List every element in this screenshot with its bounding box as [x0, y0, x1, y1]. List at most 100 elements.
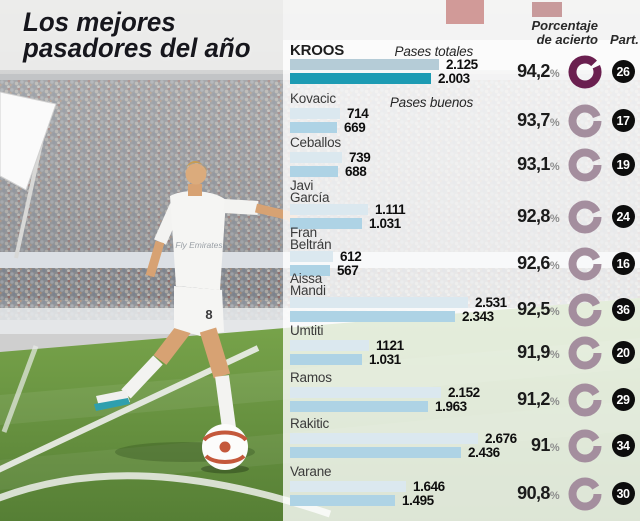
bar-pases-totales [290, 204, 368, 215]
bar-pases-totales [290, 340, 369, 351]
player-name: Aissa Mandi [290, 271, 326, 298]
player-name-line: Beltrán [290, 236, 332, 252]
percent-sign: % [549, 348, 560, 361]
bar-pases-buenos [290, 265, 330, 276]
bar-value: 669 [344, 120, 366, 135]
accuracy-donut-icon [568, 293, 602, 326]
matches-badge: 26 [611, 60, 635, 83]
accuracy-donut-icon [568, 247, 602, 280]
bar-value: 612 [340, 249, 362, 264]
percent-sign: % [549, 67, 560, 80]
accuracy-donut-icon [568, 336, 602, 369]
player-name: Javi García [290, 178, 330, 205]
shorts-number: 8 [205, 307, 212, 322]
bar-line: 612 [290, 249, 362, 264]
player-name: Ramos [290, 370, 332, 385]
bar-value: 2.343 [462, 309, 494, 324]
percent-sign: % [549, 160, 560, 173]
bar-line: 1.963 [290, 399, 467, 414]
player-name: Umtiti [290, 323, 324, 338]
accuracy-number: 91,9 [517, 341, 550, 362]
player-name-line: García [290, 189, 330, 205]
bar-value: 1.495 [402, 493, 434, 508]
bar-line: 669 [290, 120, 366, 135]
bar-line: 1.495 [290, 493, 434, 508]
bar-pases-totales [290, 297, 468, 308]
bar-pases-buenos [290, 73, 431, 84]
accuracy-donut-icon [568, 429, 602, 462]
percent-sign: % [549, 212, 560, 225]
bar-line: 714 [290, 106, 369, 121]
bar-pases-buenos [290, 218, 362, 229]
matches-badge: 19 [611, 153, 635, 176]
matches-badge: 30 [611, 482, 635, 505]
matches-badge: 16 [611, 252, 635, 275]
accuracy-value: 93,1% [469, 154, 559, 175]
player-name: Kovacic [290, 91, 336, 106]
bar-pases-buenos [290, 354, 362, 365]
player-name-line: Umtiti [290, 323, 324, 338]
bar-pases-totales [290, 481, 406, 492]
bar-pases-buenos [290, 401, 428, 412]
player-name-line: Aissa [290, 271, 323, 286]
bar-line: 2.343 [290, 309, 494, 324]
bar-value: 2.531 [475, 295, 507, 310]
accuracy-number: 91 [530, 434, 550, 455]
bar-value: 2.003 [438, 71, 470, 86]
accuracy-number: 90,8 [517, 482, 550, 503]
player-name: Fran Beltrán [290, 225, 332, 252]
bar-pases-buenos [290, 166, 338, 177]
accuracy-number: 92,5 [517, 298, 550, 319]
column-header-part: Part. [610, 32, 639, 47]
accuracy-number: 91,2 [517, 388, 550, 409]
porcentaje-header-line1: Porcentaje [531, 18, 598, 33]
jumbotron [446, 0, 484, 24]
bar-pases-buenos [290, 495, 395, 506]
bar-line: 2.125 [290, 57, 478, 72]
bar-line: 1121 [290, 338, 404, 353]
matches-badge: 34 [611, 434, 635, 457]
accuracy-donut-icon [568, 477, 602, 510]
matches-badge: 20 [611, 341, 635, 364]
bar-pases-totales [290, 59, 439, 70]
title-line2: pasadores del año [23, 33, 251, 63]
accuracy-value: 92,5% [469, 299, 559, 320]
percent-sign: % [549, 395, 560, 408]
porcentaje-header-line2: de acierto [536, 31, 598, 47]
percent-sign: % [549, 116, 560, 129]
bar-line: 1.031 [290, 216, 401, 231]
player-name: Rakitic [290, 417, 329, 430]
player-name-line: Ramos [290, 370, 332, 385]
bar-line: 1.646 [290, 479, 445, 494]
shirt [170, 191, 226, 290]
player-name-line: KROOS [290, 42, 345, 59]
accuracy-donut-icon [568, 104, 602, 137]
player-name-line: Mandi [290, 282, 326, 298]
football [201, 424, 249, 474]
percent-sign: % [549, 259, 560, 272]
player-name-line: Kovacic [290, 91, 336, 106]
bar-line: 2.436 [290, 445, 500, 460]
accuracy-number: 93,7 [517, 109, 550, 130]
player-name-line: Javi [290, 178, 314, 193]
bar-value: 1.646 [413, 479, 445, 494]
accuracy-value: 91,9% [469, 342, 559, 363]
bar-line: 688 [290, 164, 367, 179]
bar-line: 2.531 [290, 295, 507, 310]
player-name-line: Fran [290, 225, 317, 240]
accuracy-number: 93,1 [517, 153, 550, 174]
bar-pases-totales [290, 387, 441, 398]
page-title: Los mejores pasadores del año [23, 9, 251, 63]
shorts [174, 286, 224, 336]
percent-sign: % [549, 489, 560, 502]
bar-value: 739 [349, 150, 371, 165]
bar-pases-totales [290, 152, 342, 163]
accuracy-number: 92,6 [517, 252, 550, 273]
accuracy-value: 91% [469, 434, 560, 456]
bar-line: 2.676 [290, 431, 517, 446]
column-header-porcentaje: Porcentaje de acierto [498, 19, 598, 46]
matches-badge: 29 [611, 388, 635, 411]
bar-line: 2.003 [290, 71, 470, 86]
